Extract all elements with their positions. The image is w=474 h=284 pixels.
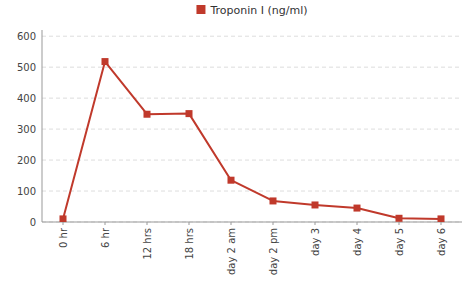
marker: [354, 205, 361, 212]
marker: [270, 197, 277, 204]
x-tick-label: day 2 am: [226, 228, 237, 275]
legend: Troponin I (ng/ml): [196, 4, 307, 17]
x-tick: [231, 222, 232, 225]
x-tick: [147, 222, 148, 225]
marker: [102, 58, 109, 65]
x-tick-label: 6 hr: [100, 227, 111, 248]
x-tick-label: day 5: [394, 228, 405, 256]
x-tick-label: day 4: [352, 228, 363, 256]
grid-line: [42, 67, 462, 68]
x-tick: [315, 222, 316, 225]
line: [63, 62, 441, 219]
y-tick-label: 0: [30, 217, 36, 228]
chart: 0 100 200 300 400 500 600 0 hr 6 hr 12 hrs 18 hrs d…: [0, 0, 474, 284]
x-tick-label: day 6: [436, 228, 447, 256]
x-tick: [357, 222, 358, 225]
x-tick: [105, 222, 106, 225]
y-tick-label: 300: [17, 124, 36, 135]
x-tick-label: 18 hrs: [184, 228, 195, 260]
x-tick: [441, 222, 442, 225]
x-tick-label: day 2 pm: [268, 228, 279, 275]
marker: [228, 177, 235, 184]
plot-area: [60, 58, 445, 222]
x-tick: [63, 222, 64, 225]
x-tick: [273, 222, 274, 225]
y-axis: [42, 30, 43, 222]
x-tick: [189, 222, 190, 225]
x-tick: [399, 222, 400, 225]
x-tick-label: 0 hr: [58, 227, 69, 248]
x-tick-label: 12 hrs: [142, 228, 153, 260]
grid: [42, 36, 462, 222]
marker: [396, 215, 403, 222]
marker: [312, 201, 319, 208]
grid-line: [42, 98, 462, 99]
y-tick-label: 600: [17, 31, 36, 42]
legend-swatch: [196, 5, 205, 14]
y-tick-label: 500: [17, 62, 36, 73]
y-tick-label: 400: [17, 93, 36, 104]
marker: [186, 110, 193, 117]
y-tick-label: 100: [17, 186, 36, 197]
grid-line: [42, 36, 462, 37]
legend-label: Troponin I (ng/ml): [209, 4, 307, 17]
grid-line: [42, 160, 462, 161]
marker: [144, 111, 151, 118]
grid-line: [42, 129, 462, 130]
y-tick-label: 200: [17, 155, 36, 166]
x-tick-label: day 3: [310, 228, 321, 256]
marker: [438, 215, 445, 222]
marker: [60, 215, 67, 222]
